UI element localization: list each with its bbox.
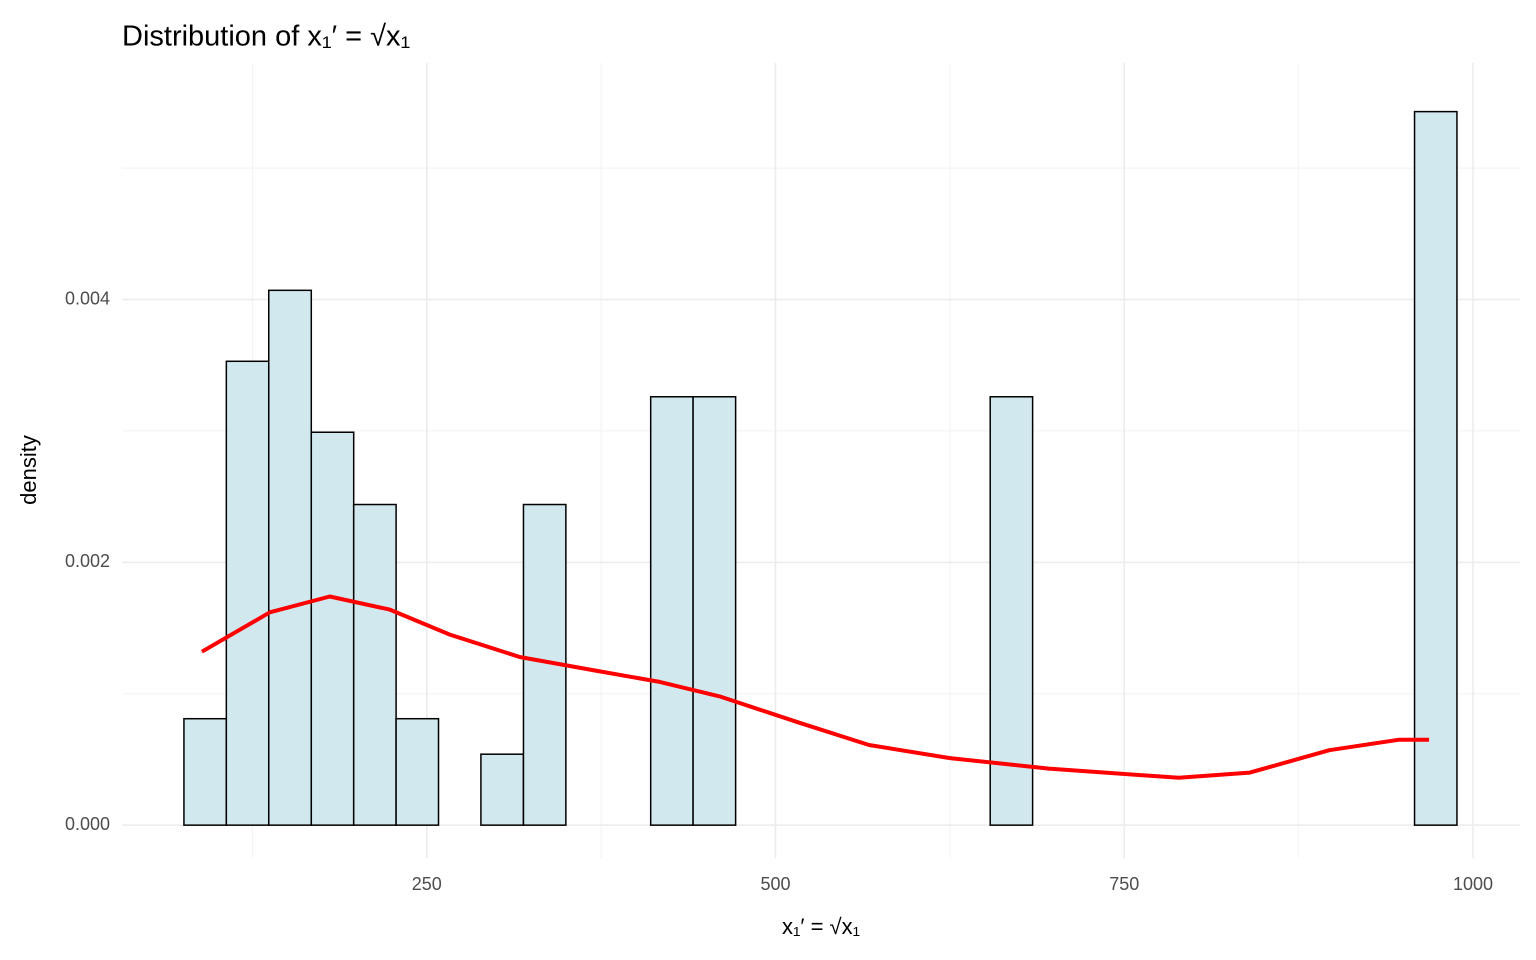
bar: [310, 431, 355, 826]
density-line: [200, 594, 1430, 780]
x-tick-label: 1000: [1453, 874, 1493, 894]
bar: [352, 503, 397, 826]
bar: [692, 396, 737, 826]
bar: [989, 396, 1034, 826]
x-tick-label: 250: [412, 874, 442, 894]
chart-title: Distribution of x₁′ = √x₁: [122, 21, 411, 53]
bar: [649, 396, 694, 826]
bar: [183, 717, 228, 826]
bar: [480, 753, 525, 826]
x-axis-title: x₁′ = √x₁: [782, 914, 860, 939]
bar: [395, 717, 440, 826]
y-axis-title: density: [16, 435, 41, 505]
bar: [225, 360, 270, 826]
x-tick-label: 500: [761, 874, 791, 894]
bar: [1413, 110, 1458, 826]
y-tick-label: 0.002: [65, 551, 110, 571]
x-tick-label: 750: [1109, 874, 1139, 894]
y-tick-label: 0.004: [65, 288, 110, 308]
y-tick-label: 0.000: [65, 814, 110, 834]
bar: [267, 289, 313, 826]
